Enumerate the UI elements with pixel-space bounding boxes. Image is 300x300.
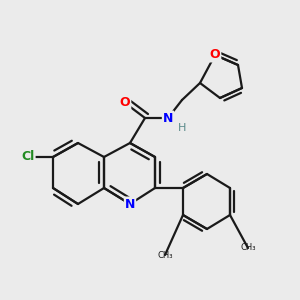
Text: N: N — [125, 197, 135, 211]
Text: H: H — [178, 123, 186, 133]
Text: Cl: Cl — [21, 151, 34, 164]
Text: CH₃: CH₃ — [157, 250, 173, 260]
Text: O: O — [210, 49, 220, 62]
Text: O: O — [120, 97, 130, 110]
Text: CH₃: CH₃ — [240, 244, 256, 253]
Text: N: N — [163, 112, 173, 124]
